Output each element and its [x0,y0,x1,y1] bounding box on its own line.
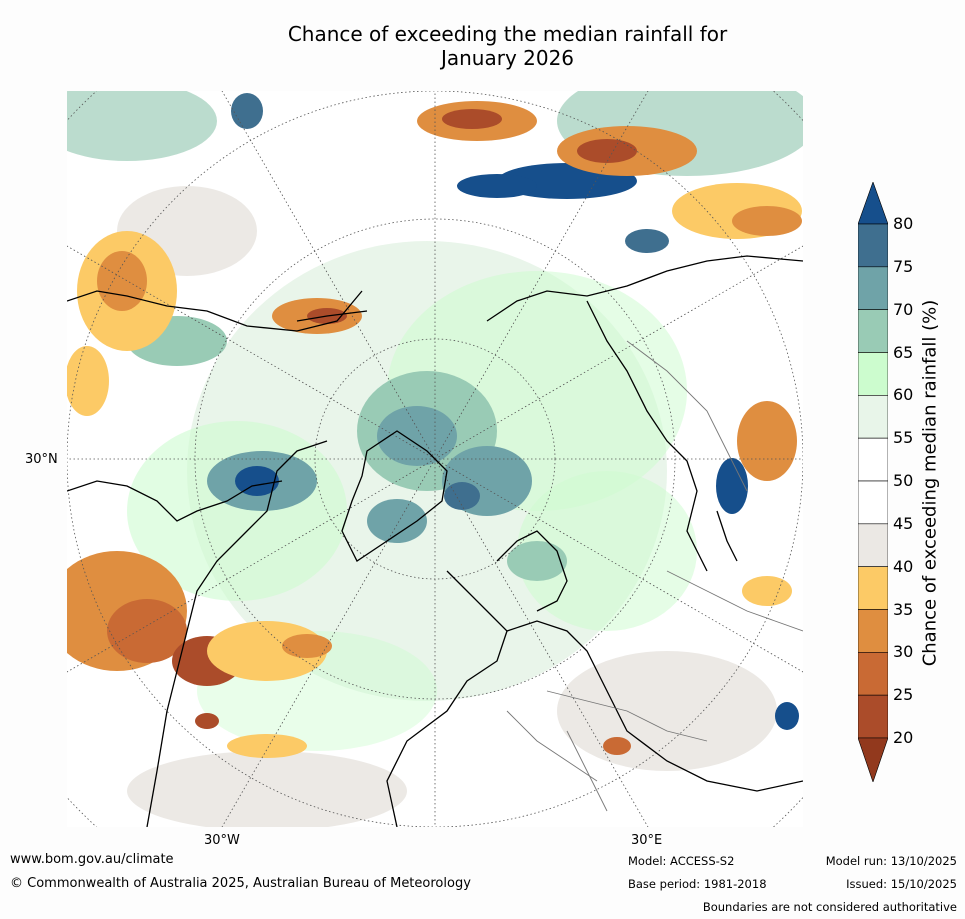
colorbar-bin-40-45 [858,523,888,567]
issued-text: Issued: 15/10/2025 [846,877,957,891]
model-text: Model: ACCESS-S2 [628,854,735,868]
model-run-text: Model run: 13/10/2025 [825,854,957,868]
colorbar-bin-20-25 [858,694,888,739]
colorbar-tick-35: 35 [893,599,914,619]
colorbar-tick-70: 70 [893,299,914,319]
colorbar-under-arrow [858,737,888,782]
colorbar-tick-50: 50 [893,471,914,490]
base-period-text: Base period: 1981-2018 [628,877,767,891]
colorbar [858,182,888,782]
colorbar-tick-45: 45 [893,513,914,533]
disclaimer-text: Boundaries are not considered authoritat… [702,900,957,914]
colorbar-tick-20: 20 [893,728,914,747]
colorbar-bin-45-50 [858,480,888,525]
rainfall-probability-map [67,91,803,827]
colorbar-bin-50-55 [858,437,888,482]
colorbar-tick-60: 60 [893,385,914,405]
chart-title: Chance of exceeding the median rainfall … [0,22,965,70]
colorbar-bin-60-65 [858,352,888,396]
colorbar-bin-35-40 [858,566,888,610]
colorbar-label: Chance of exceeding median rainfall (%) [919,299,941,667]
colorbar-tick-55: 55 [893,428,914,448]
colorbar-tick-25: 25 [893,685,914,705]
colorbar-bin-25-30 [858,652,888,696]
colorbar-bin-30-35 [858,609,888,653]
colorbar-bin-65-70 [858,309,888,353]
colorbar-bin-55-60 [858,395,888,439]
colorbar-over-arrow [858,182,888,225]
colorbar-tick-75: 75 [893,256,914,276]
coastlines [67,255,803,827]
lat-label-30n: 30°N [25,452,58,467]
colorbar-tick-65: 65 [893,342,914,362]
country-borders [506,340,803,812]
lon-label-30e: 30°E [631,833,663,848]
probability-field-dry [67,101,802,758]
lon-label-30w: 30°W [204,833,240,848]
graticule [67,91,803,827]
title-line-2: January 2026 [440,46,575,70]
website-link[interactable]: www.bom.gov.au/climate [10,852,174,867]
colorbar-tick-80: 80 [893,214,914,233]
title-line-1: Chance of exceeding the median rainfall … [287,22,728,46]
probability-field-wet [127,93,799,730]
colorbar-tick-40: 40 [893,556,914,576]
copyright-text: © Commonwealth of Australia 2025, Austra… [10,876,471,891]
colorbar-bin-75-80 [858,223,888,268]
colorbar-tick-30: 30 [893,642,914,662]
colorbar-bin-70-75 [858,266,888,310]
